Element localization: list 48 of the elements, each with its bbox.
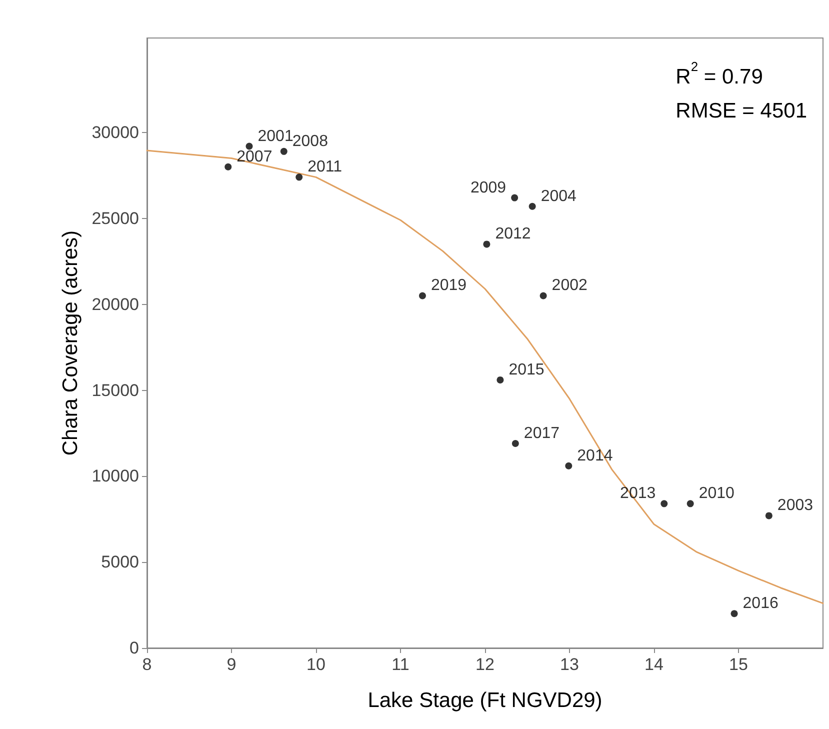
- y-tick-label: 15000: [92, 380, 139, 400]
- point: [512, 440, 519, 448]
- point: [540, 292, 547, 300]
- y-tick-label: 10000: [92, 466, 139, 486]
- annotation: 2016: [742, 595, 778, 612]
- annotation: 2010: [698, 485, 735, 502]
- y-tick-label: 20000: [92, 294, 139, 314]
- x-tick-label: 8: [142, 655, 152, 674]
- y-tick-label: 30000: [92, 123, 139, 142]
- annotation: 2003: [777, 497, 814, 514]
- y-tick-label: 5000: [101, 552, 139, 572]
- y-tick-label: 0: [130, 638, 139, 658]
- annotation: 2017: [524, 425, 560, 442]
- annotation: 2007: [236, 148, 272, 166]
- annotation: RMSE = 4501: [676, 100, 808, 122]
- x-tick-label: 10: [306, 655, 326, 674]
- point: [496, 376, 504, 384]
- point: [660, 500, 668, 508]
- point: [686, 500, 694, 508]
- x-tick-label: 15: [729, 655, 748, 674]
- point: [280, 148, 288, 155]
- annotation: 2001: [258, 128, 294, 145]
- y-tick-label: 25000: [92, 208, 139, 228]
- x-axis-title: Lake Stage (Ft NGVD29): [368, 689, 602, 712]
- y-axis-title: Chara Coverage (acres): [58, 230, 82, 456]
- x-tick-label: 11: [392, 655, 410, 674]
- x-tick-label: 12: [476, 655, 494, 674]
- annotation: 2009: [470, 179, 506, 196]
- point: [224, 163, 232, 170]
- point: [483, 240, 490, 248]
- annotation: 2011: [308, 158, 342, 176]
- point: [565, 462, 572, 470]
- point: [296, 174, 303, 181]
- point: [528, 202, 536, 210]
- x-tick-label: 13: [560, 655, 579, 674]
- annotation: 2008: [292, 132, 328, 150]
- x-tick-label: 9: [226, 655, 236, 674]
- annotation: 2015: [508, 361, 544, 378]
- annotation: 2004: [540, 188, 577, 205]
- point: [418, 292, 426, 300]
- annotation: 2002: [552, 277, 588, 294]
- point: [765, 512, 772, 520]
- point: [246, 142, 253, 150]
- x-tick-label: 14: [644, 655, 664, 674]
- annotation: 2019: [430, 277, 467, 294]
- point: [511, 194, 518, 202]
- point: [730, 610, 738, 618]
- annotation: 2012: [495, 226, 531, 243]
